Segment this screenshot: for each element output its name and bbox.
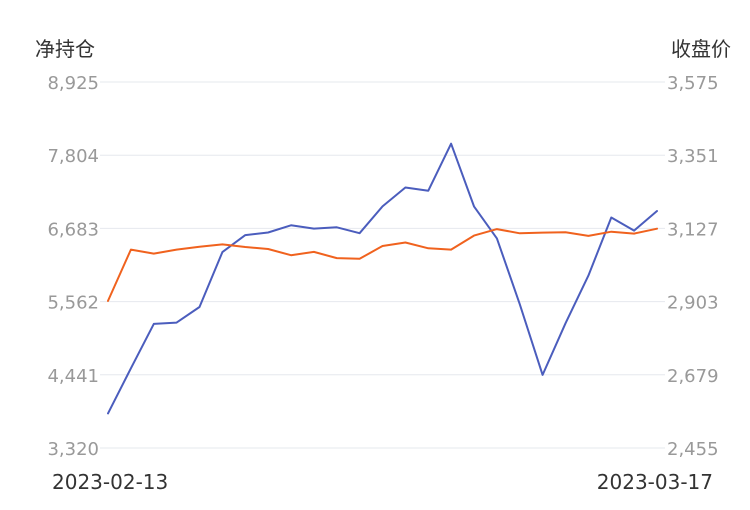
left-axis-tick-label: 8,925 [47,73,99,94]
close-price-series-line [107,227,658,302]
right-axis-tick-label: 3,127 [667,219,719,240]
right-axis-tick-label: 2,679 [667,366,719,387]
right-axis-tick-label: 2,903 [667,293,719,314]
left-axis-tick-label: 7,804 [47,146,99,167]
left-axis-tick-label: 5,562 [47,293,99,314]
net-position-series-line [107,142,658,415]
x-axis-start-label: 2023-02-13 [52,470,168,494]
series-layer [107,142,658,415]
x-axis-end-label: 2023-03-17 [597,470,713,494]
left-axis-tick-label: 4,441 [47,366,99,387]
left-axis-tick-label: 6,683 [47,219,99,240]
left-axis-tick-label: 3,320 [47,439,99,460]
right-axis-tick-label: 3,575 [667,73,719,94]
right-axis-tick-label: 3,351 [667,146,719,167]
left-axis-title: 净持仓 [35,37,95,61]
right-axis-tick-label: 2,455 [667,439,719,460]
left-axis-ticks: 8,925 7,804 6,683 5,562 4,441 3,320 [47,73,99,460]
grid-lines [100,81,665,449]
right-axis-ticks: 3,575 3,351 3,127 2,903 2,679 2,455 [667,73,719,460]
right-axis-title: 收盘价 [671,37,731,61]
